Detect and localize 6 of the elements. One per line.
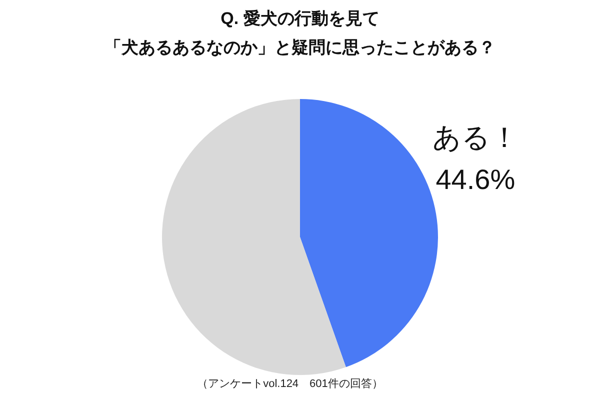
text: （アンケートvol.124 601件の回答） [196,377,384,391]
chart-subtitle: 「犬あるあるなのか」と疑問に思ったことがある？ [104,37,496,59]
data-label: 44.6% [436,164,516,195]
chart-title: Q. 愛犬の行動を見て [220,8,380,30]
slice-label: ある！ [432,122,518,153]
pie-slice [162,99,346,375]
